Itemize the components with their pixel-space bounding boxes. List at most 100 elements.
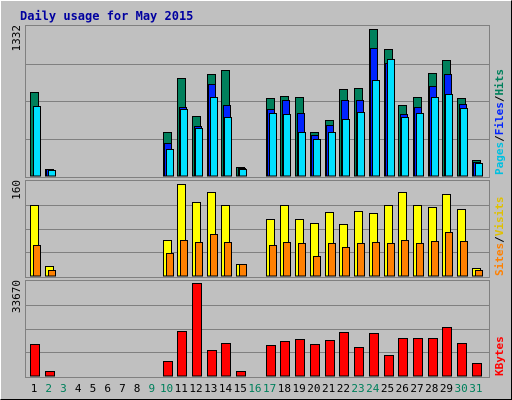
bar-kbytes-day-10 [163,361,173,377]
bar-kbytes-day-21 [325,340,335,377]
bar-kbytes-day-13 [207,350,217,377]
bar-pages-day-17 [269,113,277,177]
legend-hits-panel: Pages/Files/Hits [493,69,506,175]
bar-sites-day-28 [431,241,439,277]
bar-kbytes-day-28 [428,338,438,377]
day-label-18: 18 [278,382,291,395]
day-label-7: 7 [119,382,126,395]
bars [30,29,483,377]
bar-pages-day-24 [372,80,380,177]
legend-visits: Visits [493,197,506,237]
legend-sep-1: / [493,135,506,142]
bar-sites-day-10 [166,253,174,277]
visits-max-label: 160 [10,180,23,200]
bar-kbytes-day-20 [310,344,320,377]
day-label-20: 20 [307,382,320,395]
bar-kbytes-day-11 [177,331,187,377]
kbytes-max-label: 33670 [10,280,23,313]
bar-kbytes-day-15 [236,371,246,377]
bar-pages-day-31 [475,163,483,177]
bar-pages-day-19 [298,132,306,177]
bar-kbytes-day-29 [442,327,452,377]
grid-lines [26,64,489,353]
bar-sites-day-21 [328,243,336,277]
bar-sites-day-13 [210,234,218,277]
bar-pages-day-27 [416,113,424,177]
day-label-3: 3 [60,382,67,395]
day-label-29: 29 [440,382,453,395]
bar-kbytes-day-25 [384,355,394,377]
day-label-25: 25 [381,382,394,395]
bar-pages-day-13 [210,97,218,177]
bar-kbytes-day-30 [457,343,467,377]
bar-sites-day-25 [387,243,395,277]
legend-sep-3: / [493,236,506,243]
bar-sites-day-29 [445,232,453,277]
day-label-26: 26 [396,382,409,395]
bar-sites-day-24 [372,242,380,277]
bar-sites-day-30 [460,241,468,277]
bar-kbytes-day-1 [30,344,40,377]
bar-kbytes-day-12 [192,283,202,377]
bar-pages-day-2 [48,170,56,177]
day-label-12: 12 [189,382,202,395]
day-label-24: 24 [366,382,380,395]
chart-title: Daily usage for May 2015 [20,9,193,23]
bar-pages-day-26 [401,117,409,177]
legend-hits: Hits [493,69,506,96]
bar-pages-day-29 [445,94,453,177]
bar-kbytes-day-27 [413,338,423,377]
legend-pages: Pages [493,142,506,175]
bar-pages-day-14 [224,117,232,177]
bar-sites-day-18 [283,242,291,277]
bar-pages-day-10 [166,149,174,177]
bar-sites-day-22 [342,247,350,277]
bar-pages-day-15 [239,169,247,177]
day-label-30: 30 [455,382,468,395]
bar-pages-day-25 [387,59,395,177]
panel-frames [25,25,490,378]
day-label-2: 2 [45,382,52,395]
bar-pages-day-12 [195,128,203,177]
day-label-10: 10 [160,382,173,395]
day-label-31: 31 [469,382,482,395]
day-label-14: 14 [219,382,233,395]
bar-sites-day-12 [195,242,203,277]
day-label-13: 13 [204,382,217,395]
bar-sites-day-1 [33,245,41,277]
legend-visits-panel: Sites/Visits [493,197,506,277]
bar-sites-day-14 [224,242,232,277]
legend-kbytes-panel: KBytes [493,336,506,376]
bar-kbytes-day-19 [295,339,305,377]
legend-files: Files [493,102,506,135]
bar-sites-day-17 [269,245,277,277]
hits-max-label: 1332 [10,25,23,52]
bar-pages-day-1 [33,106,41,177]
day-label-4: 4 [75,382,82,395]
day-label-9: 9 [149,382,156,395]
bar-kbytes-day-31 [472,363,482,377]
bar-sites-day-27 [416,243,424,277]
bar-kbytes-day-2 [45,371,55,377]
day-label-23: 23 [351,382,364,395]
bar-kbytes-day-17 [266,345,276,377]
day-label-8: 8 [134,382,141,395]
day-label-15: 15 [234,382,247,395]
bar-sites-day-11 [180,240,188,277]
bar-pages-day-30 [460,108,468,177]
legend-sites: Sites [493,243,506,276]
day-label-1: 1 [31,382,38,395]
bar-sites-day-20 [313,256,321,277]
day-label-6: 6 [104,382,111,395]
bar-sites-day-23 [357,243,365,277]
bar-kbytes-day-26 [398,338,408,377]
bar-pages-day-18 [283,114,291,177]
day-label-27: 27 [410,382,423,395]
kbytes-panel-frame [25,280,490,378]
day-label-28: 28 [425,382,438,395]
bar-kbytes-day-24 [369,333,379,377]
bar-pages-day-28 [431,97,439,177]
